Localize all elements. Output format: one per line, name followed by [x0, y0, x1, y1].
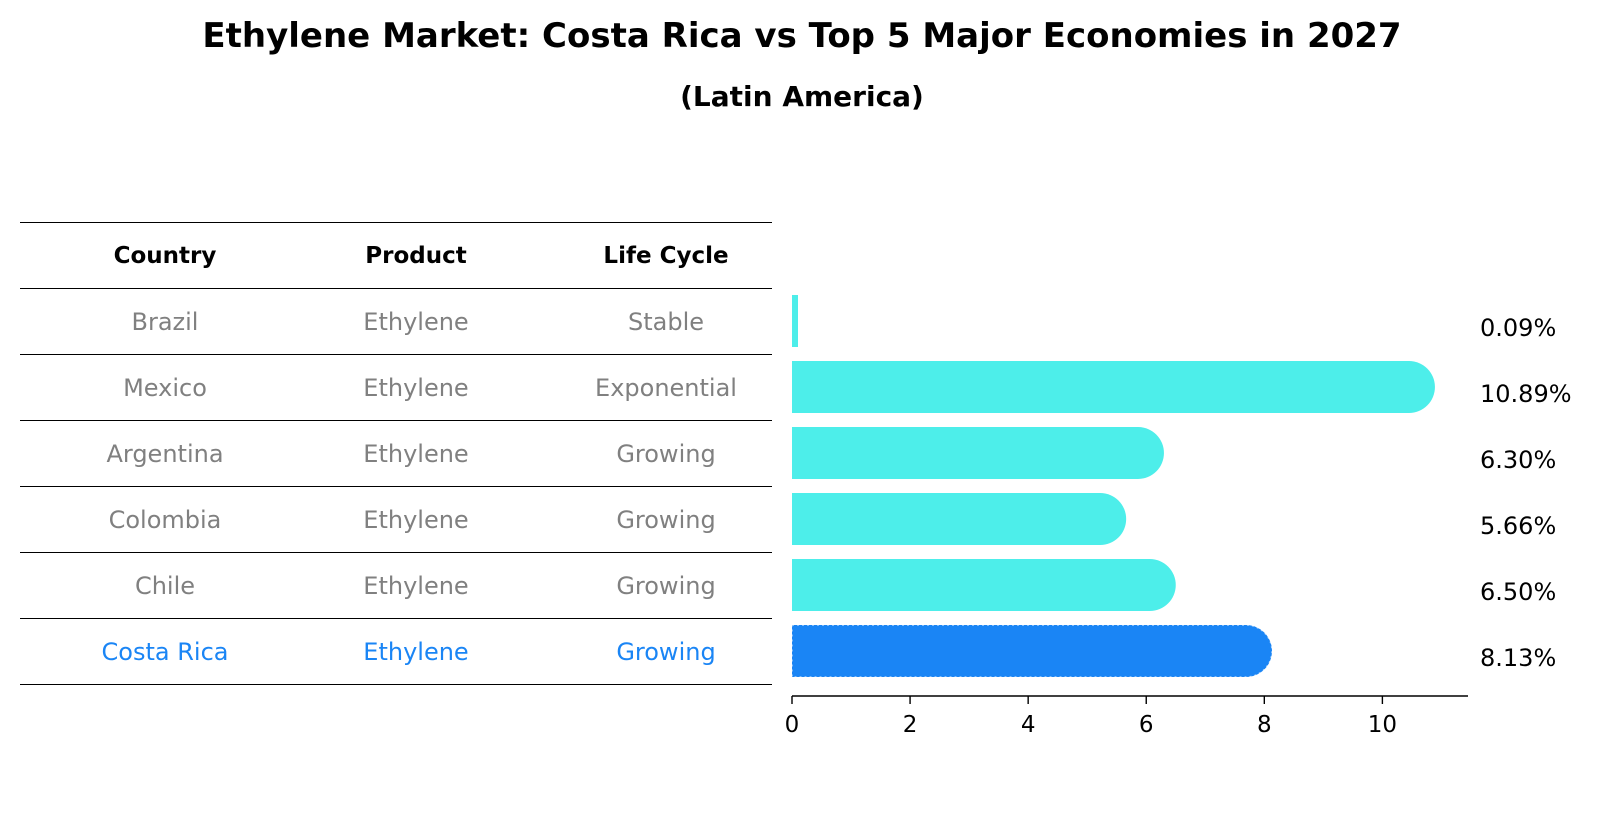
cell-product: Ethylene [363, 308, 469, 336]
bar-mexico [792, 361, 1435, 413]
x-tick-label: 10 [1368, 712, 1397, 738]
country-table: Country Product Life Cycle Brazil Ethyle… [20, 222, 772, 685]
table-row: Colombia Ethylene Growing [20, 486, 772, 552]
table-row: Chile Ethylene Growing [20, 552, 772, 618]
table-row-highlighted: Costa Rica Ethylene Growing [20, 618, 772, 685]
x-tick-label: 6 [1139, 712, 1154, 738]
table-row: Mexico Ethylene Exponential [20, 354, 772, 420]
bar-value-label: 8.13% [1480, 644, 1556, 672]
cell-country: Costa Rica [101, 638, 229, 666]
header-country: Country [113, 243, 217, 269]
bar-highlight-outline [791, 624, 1273, 678]
bar-value-label: 6.30% [1480, 446, 1556, 474]
bar-chile [792, 559, 1176, 611]
cell-country: Brazil [131, 308, 199, 336]
table-row: Argentina Ethylene Growing [20, 420, 772, 486]
chart-title: Ethylene Market: Costa Rica vs Top 5 Maj… [202, 16, 1402, 56]
cell-product: Ethylene [363, 638, 469, 666]
cell-country: Chile [134, 572, 196, 600]
cell-life-cycle: Growing [616, 440, 716, 468]
bar-value-label: 5.66% [1480, 512, 1556, 540]
cell-product: Ethylene [363, 506, 469, 534]
bar-costa-rica [792, 625, 1272, 677]
cell-country: Mexico [123, 374, 207, 402]
bar-argentina [792, 427, 1164, 479]
cell-life-cycle: Growing [616, 572, 716, 600]
bar-colombia [792, 493, 1127, 545]
cell-life-cycle: Stable [627, 308, 705, 336]
x-tick-label: 8 [1257, 712, 1272, 738]
header-life-cycle: Life Cycle [603, 243, 729, 269]
cell-country: Colombia [108, 506, 222, 534]
cell-product: Ethylene [363, 374, 469, 402]
table-header-row: Country Product Life Cycle [20, 222, 772, 288]
x-tick-label: 2 [903, 712, 918, 738]
cell-country: Argentina [106, 440, 224, 468]
bar-value-label: 0.09% [1480, 314, 1556, 342]
x-tick-label: 4 [1021, 712, 1036, 738]
table-row: Brazil Ethylene Stable [20, 288, 772, 354]
cell-life-cycle: Exponential [595, 374, 737, 402]
cell-life-cycle: Growing [616, 506, 716, 534]
cell-life-cycle: Growing [616, 638, 716, 666]
bar-value-label: 6.50% [1480, 578, 1556, 606]
cell-product: Ethylene [363, 440, 469, 468]
x-tick-label: 0 [785, 712, 800, 738]
bar-value-label: 10.89% [1480, 380, 1572, 408]
chart-subtitle: (Latin America) [680, 80, 924, 113]
cell-product: Ethylene [363, 572, 469, 600]
bar-brazil [792, 295, 798, 347]
header-product: Product [365, 243, 467, 269]
